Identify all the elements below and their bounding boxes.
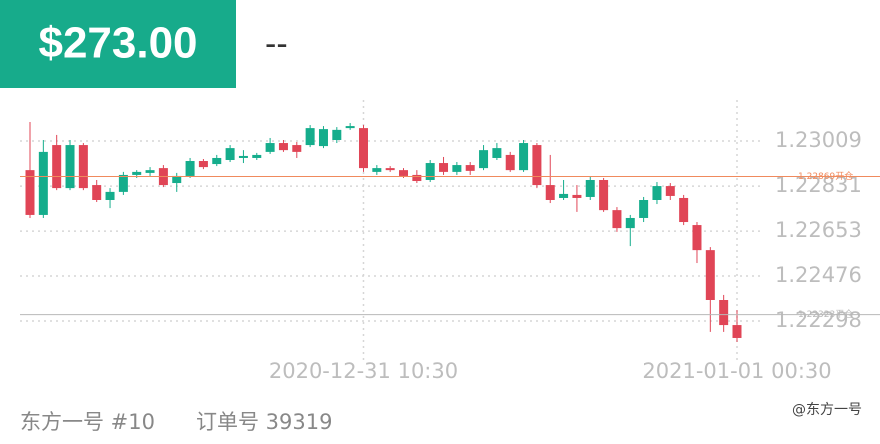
candle-body <box>625 217 635 229</box>
y-tick-label: 1.22653 <box>775 218 862 242</box>
candle-body <box>225 148 235 160</box>
candle-body <box>719 300 729 326</box>
candlestick-chart: 1.23009 1.22831 1.22653 1.22476 1.22298 2020-… <box>20 100 880 383</box>
candle-body <box>572 194 582 198</box>
candle-body <box>532 145 542 186</box>
candle-body <box>118 174 128 192</box>
candle-body <box>345 126 355 129</box>
watermark: @东方一号 <box>792 402 862 418</box>
x-tick-label: 2021-01-01 00:30 <box>642 359 831 383</box>
candle-body <box>612 210 622 229</box>
account: 东方一号 #10 <box>20 410 155 434</box>
candle-body <box>132 171 142 175</box>
candle-body <box>465 165 475 171</box>
candle-body <box>479 150 489 169</box>
price-line-label: 1.22869开仓 <box>798 170 853 182</box>
price-badge <box>0 0 236 88</box>
candle-body <box>692 225 702 251</box>
candle-body <box>78 145 88 189</box>
candle-body <box>665 186 675 196</box>
candle-body <box>52 145 62 189</box>
y-tick-label: 1.22476 <box>775 263 862 287</box>
order-number: 订单号 39319 <box>196 410 332 434</box>
candle-body <box>292 145 302 152</box>
candle-body <box>545 185 555 200</box>
candle-body <box>652 186 662 200</box>
candle-body <box>505 154 515 171</box>
candle-body <box>145 170 155 173</box>
candle-body <box>425 163 435 180</box>
price: $273.00 <box>38 19 197 68</box>
candle-body <box>679 197 689 223</box>
candle-body <box>399 170 409 176</box>
candle-body <box>65 145 75 189</box>
candle-body <box>25 170 35 215</box>
candle-body <box>519 143 529 171</box>
change: -- <box>265 25 288 63</box>
candle-body <box>92 185 102 200</box>
price-line-label: 1.22323平仓 <box>798 308 853 320</box>
candle-body <box>265 143 275 152</box>
candle-body <box>358 128 368 169</box>
candle-body <box>732 325 742 338</box>
candle-body <box>105 191 115 200</box>
candle-body <box>599 180 609 211</box>
candle-body <box>185 161 195 176</box>
candle-body <box>452 165 462 172</box>
candle-body <box>705 250 715 300</box>
candle-body <box>492 148 502 158</box>
candle-body <box>198 161 208 168</box>
candle-body <box>38 151 48 215</box>
candle-body <box>172 175 182 184</box>
candle-body <box>639 200 649 218</box>
candle-body <box>439 163 449 172</box>
candle-body <box>585 180 595 197</box>
candle-body <box>212 157 222 165</box>
candle-body <box>332 129 342 140</box>
candle-body <box>305 128 315 146</box>
y-tick-label: 1.22831 <box>775 173 862 197</box>
candle-body <box>372 168 382 172</box>
y-tick-label: 1.23009 <box>775 128 862 152</box>
candle-body <box>252 154 262 158</box>
x-tick-label: 2020-12-31 10:30 <box>269 359 458 383</box>
candle-body <box>238 155 248 158</box>
candle-body <box>412 174 422 182</box>
candle-body <box>318 129 328 147</box>
y-tick-label: 1.22298 <box>775 308 862 332</box>
candle-body <box>559 193 569 198</box>
candle-body <box>385 168 395 171</box>
candle-body <box>278 143 288 151</box>
